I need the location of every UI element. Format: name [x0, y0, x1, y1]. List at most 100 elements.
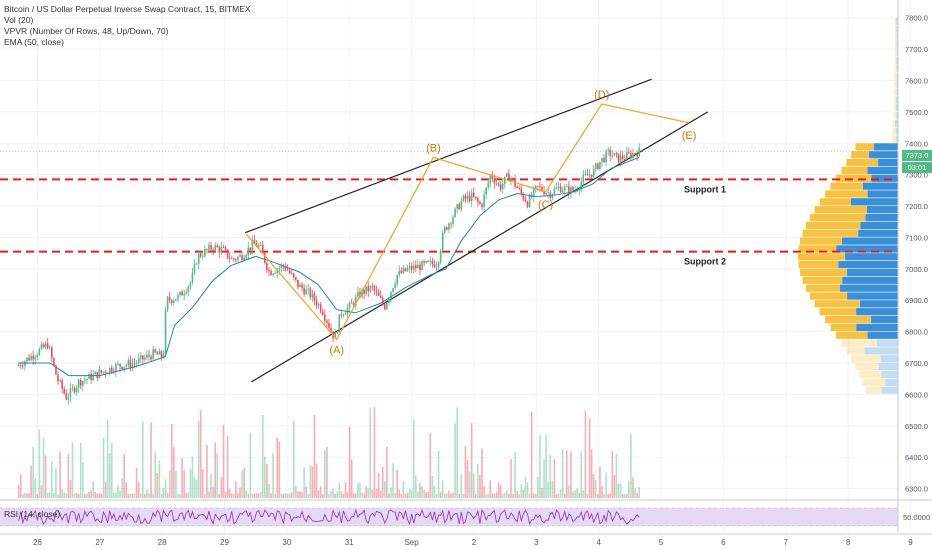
- candle-body: [607, 149, 609, 152]
- volume-bar: [125, 481, 128, 498]
- volume-bar: [495, 492, 498, 498]
- candle-body: [448, 223, 450, 230]
- candle-body: [131, 363, 134, 368]
- candle-body: [40, 344, 43, 349]
- vp-up: [894, 72, 897, 80]
- volume-bar: [321, 493, 324, 498]
- candle-body: [55, 365, 57, 375]
- volume-bar: [317, 490, 320, 498]
- candle-body: [346, 307, 349, 314]
- volume-bar: [108, 453, 111, 498]
- candle-body: [286, 269, 289, 271]
- candle-body: [115, 364, 117, 372]
- volume-bar: [59, 451, 61, 498]
- volume-bar: [506, 490, 508, 498]
- volume-bar: [142, 421, 144, 498]
- volume-bar: [278, 441, 281, 498]
- volume-bar: [328, 493, 330, 498]
- volume-bar: [208, 491, 210, 498]
- candle-body: [344, 313, 347, 315]
- candle-body: [634, 153, 636, 154]
- candle-body: [462, 195, 465, 202]
- volume-bar: [309, 464, 312, 498]
- volume-bar: [98, 493, 101, 498]
- volume-bar: [158, 460, 161, 498]
- volume-bar: [497, 482, 500, 498]
- volume-bar: [53, 492, 55, 498]
- volume-bar: [201, 469, 204, 498]
- rsi-pane: [0, 499, 932, 527]
- vp-up: [893, 104, 897, 112]
- time-tick: 30: [282, 538, 291, 547]
- volume-bar: [332, 488, 334, 498]
- candle-body: [497, 183, 500, 185]
- candle-body: [402, 268, 405, 273]
- candle-body: [266, 262, 268, 270]
- volume-bar: [295, 485, 297, 498]
- candle-body: [443, 227, 446, 233]
- candle-body: [452, 217, 454, 224]
- candle-body: [278, 268, 281, 270]
- candle-body: [313, 293, 316, 301]
- volume-bar: [487, 493, 490, 498]
- candle-body: [195, 263, 198, 265]
- volume-bar: [344, 481, 347, 498]
- vp-up: [800, 268, 848, 277]
- vp-down: [862, 182, 898, 190]
- volume-bar: [152, 493, 154, 498]
- volume-bar: [503, 492, 506, 498]
- volume-bar: [210, 473, 212, 498]
- price-tick: 7300.0: [905, 171, 928, 180]
- volume-bar: [313, 414, 316, 498]
- volume-bar: [516, 490, 518, 498]
- candle-body: [303, 288, 305, 295]
- volume-bar: [195, 479, 198, 498]
- candle-body: [137, 358, 140, 364]
- candle-body: [110, 367, 113, 372]
- candle-body: [431, 260, 434, 264]
- vp-down: [881, 370, 898, 379]
- volume-bar: [113, 492, 115, 498]
- volume-bar: [528, 493, 531, 498]
- vp-up: [894, 41, 897, 49]
- candle-body: [383, 304, 386, 310]
- volume-bar: [601, 485, 603, 498]
- vp-down: [895, 127, 898, 135]
- vp-up: [802, 276, 843, 284]
- candle-body: [222, 247, 225, 249]
- candle-body: [220, 247, 223, 253]
- candle-body: [317, 304, 320, 306]
- vp-down: [896, 104, 898, 112]
- candle-body: [584, 174, 587, 175]
- volume-bar: [38, 429, 41, 498]
- candle-body: [599, 161, 601, 169]
- support-lines: [0, 151, 898, 253]
- volume-bar: [468, 471, 471, 498]
- candle-body: [119, 363, 121, 367]
- candle-body: [396, 274, 399, 284]
- candle-body: [503, 176, 506, 184]
- candle-body: [369, 286, 372, 292]
- volume-bar: [284, 492, 287, 498]
- volume-bar: [131, 493, 134, 498]
- volume-bar: [106, 419, 109, 498]
- candle-body: [38, 348, 41, 356]
- volume-bar: [352, 492, 355, 498]
- volume-bar: [162, 487, 165, 498]
- candle-body: [563, 186, 566, 191]
- volume-bar: [441, 480, 444, 498]
- candle-body: [487, 182, 490, 188]
- wave-label: (D): [594, 89, 609, 101]
- time-tick: 5: [659, 538, 664, 547]
- volume-bar: [390, 487, 392, 498]
- candle-body: [142, 355, 144, 360]
- candle-body: [553, 188, 556, 195]
- volume-bar: [82, 462, 84, 498]
- candle-body: [328, 323, 330, 328]
- volume-bar: [173, 447, 175, 498]
- candle-body: [280, 265, 283, 269]
- candle-body: [408, 266, 411, 269]
- volume-bar: [630, 433, 632, 498]
